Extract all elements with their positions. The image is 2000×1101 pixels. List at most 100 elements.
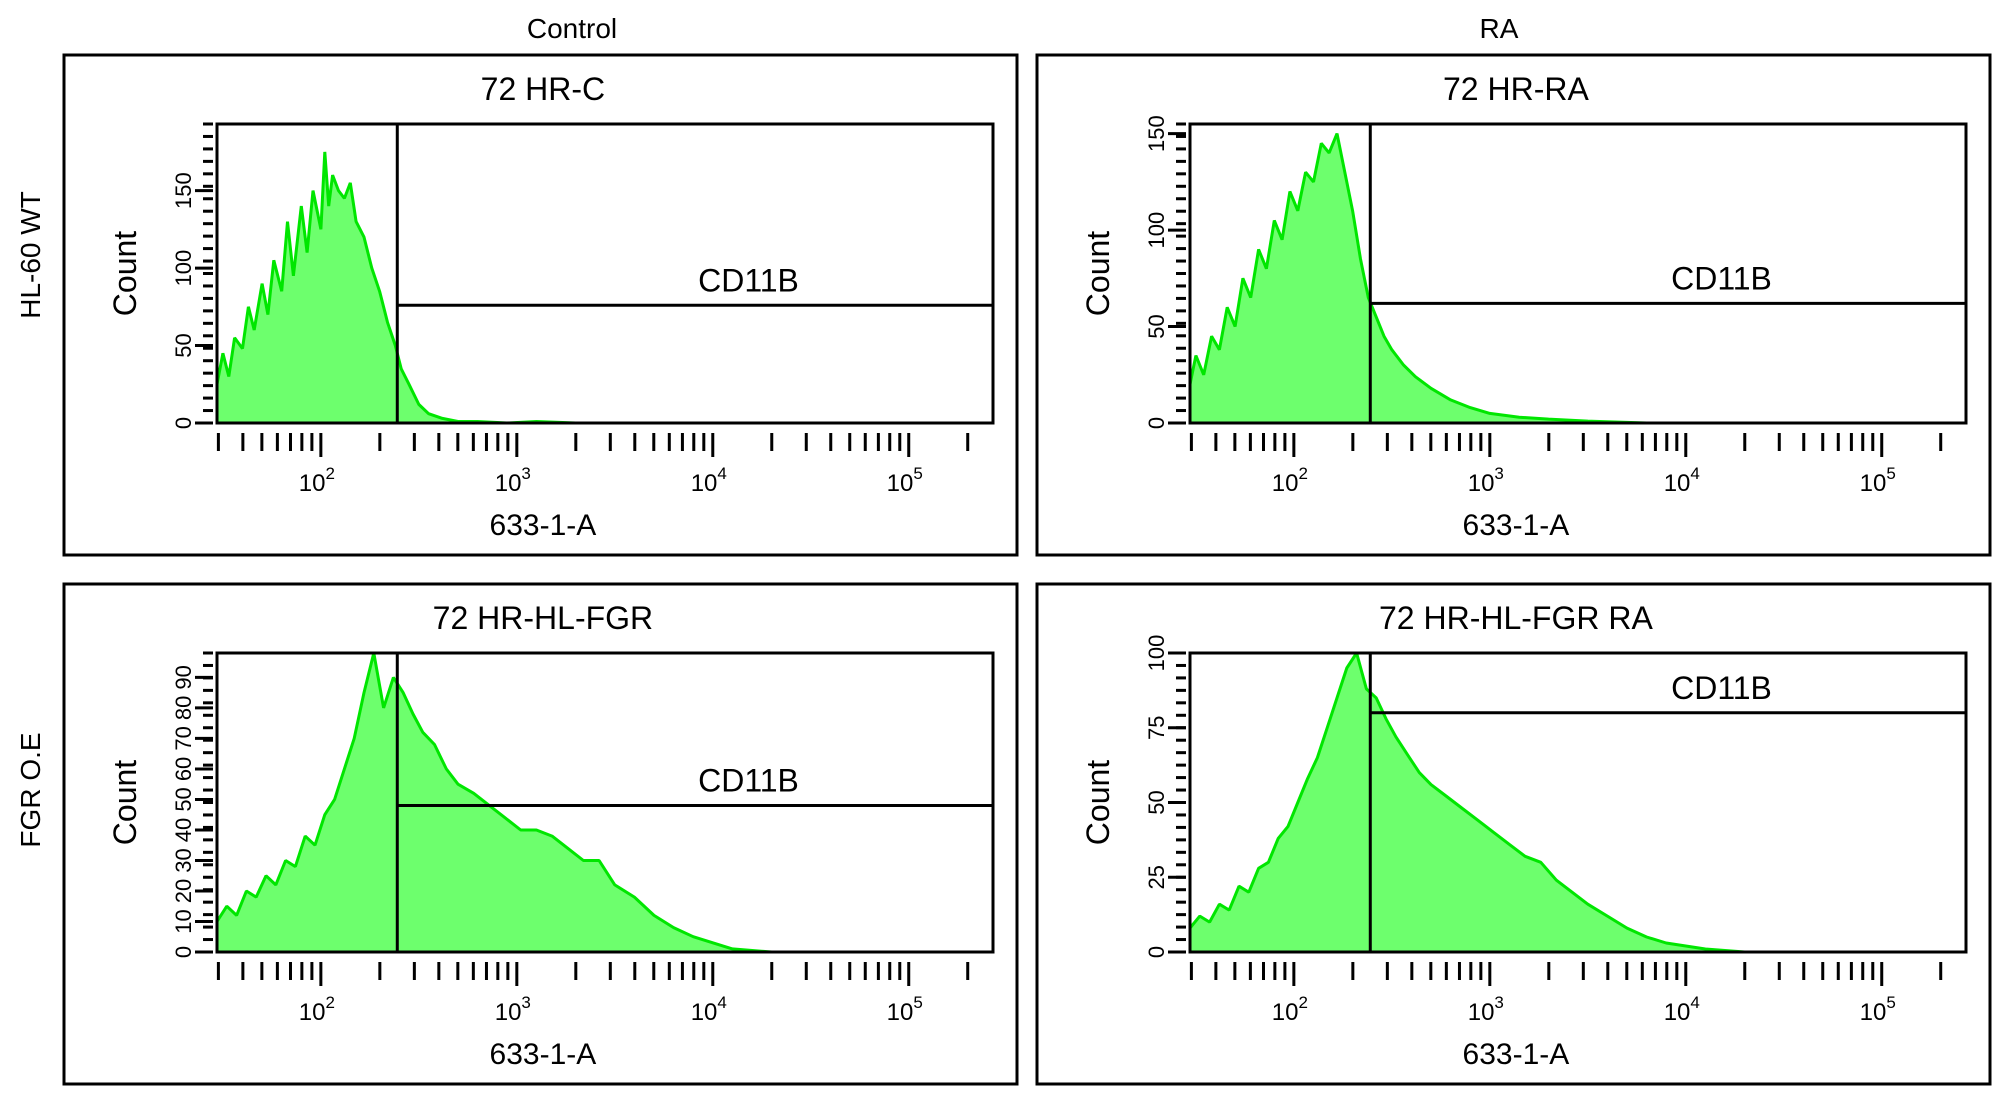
tick-exponent: 2	[1298, 464, 1307, 483]
tick-exponent: 4	[717, 993, 726, 1012]
x-axis-label: 633-1-A	[490, 509, 597, 542]
x-axis-label: 633-1-A	[1463, 1038, 1570, 1071]
x-tick-label: 103	[495, 993, 531, 1026]
tick-base: 10	[1664, 470, 1691, 497]
plot-frame	[215, 651, 995, 954]
x-axis-label: 633-1-A	[1463, 509, 1570, 542]
gate-label: CD11B	[698, 262, 799, 298]
y-tick-label: 0	[171, 946, 196, 958]
column-title-control: Control	[527, 13, 617, 44]
tick-base: 10	[1664, 999, 1691, 1026]
plot-frame	[1188, 122, 1968, 425]
y-tick-label: 50	[1144, 790, 1169, 814]
tick-base: 10	[1468, 470, 1495, 497]
tick-exponent: 4	[1690, 993, 1699, 1012]
row-title-fgr-oe: FGR O.E	[15, 732, 46, 847]
x-tick-label: 103	[495, 464, 531, 497]
y-tick-label: 150	[1144, 115, 1169, 152]
row-title-hl60-wt: HL-60 WT	[15, 191, 46, 319]
y-tick-label: 30	[171, 848, 196, 872]
tick-exponent: 5	[1886, 993, 1895, 1012]
tick-base: 10	[495, 999, 522, 1026]
x-tick-label: 105	[887, 993, 923, 1026]
tick-exponent: 2	[325, 464, 334, 483]
y-tick-label: 25	[1144, 865, 1169, 889]
x-axis-label: 633-1-A	[490, 1038, 597, 1071]
x-tick-label: 103	[1468, 464, 1504, 497]
x-tick-label: 102	[1272, 464, 1308, 497]
y-tick-label: 10	[171, 909, 196, 933]
y-tick-label: 20	[171, 879, 196, 903]
y-tick-label: 75	[1144, 716, 1169, 740]
tick-exponent: 3	[1494, 993, 1503, 1012]
tick-base: 10	[299, 470, 326, 497]
column-title-ra: RA	[1480, 13, 1519, 44]
y-tick-label: 60	[171, 757, 196, 781]
panel-frame	[62, 582, 1019, 1086]
tick-base: 10	[691, 470, 718, 497]
y-tick-label: 40	[171, 818, 196, 842]
tick-base: 10	[299, 999, 326, 1026]
histogram-area	[1188, 133, 1966, 425]
panel-frame	[1035, 582, 1992, 1086]
histogram-area	[1188, 652, 1966, 954]
tick-exponent: 2	[325, 993, 334, 1012]
tick-base: 10	[887, 999, 914, 1026]
y-tick-label: 50	[171, 333, 196, 357]
x-tick-label: 102	[299, 993, 335, 1026]
tick-exponent: 2	[1298, 993, 1307, 1012]
histogram-area	[215, 151, 993, 425]
y-axis-label: Count	[1080, 231, 1116, 317]
tick-base: 10	[1468, 999, 1495, 1026]
tick-exponent: 4	[717, 464, 726, 483]
x-tick-label: 102	[299, 464, 335, 497]
panel-frame	[1035, 53, 1992, 557]
x-tick-label: 103	[1468, 993, 1504, 1026]
tick-exponent: 5	[913, 464, 922, 483]
gate-label: CD11B	[1671, 670, 1772, 706]
y-axis-label: Count	[107, 760, 143, 846]
y-axis-label: Count	[1080, 760, 1116, 846]
tick-exponent: 3	[1494, 464, 1503, 483]
y-tick-label: 150	[171, 172, 196, 209]
y-tick-label: 50	[171, 787, 196, 811]
x-tick-label: 105	[887, 464, 923, 497]
tick-exponent: 5	[913, 993, 922, 1012]
y-tick-label: 100	[1144, 635, 1169, 672]
x-tick-label: 104	[1664, 993, 1700, 1026]
tick-exponent: 3	[521, 993, 530, 1012]
y-tick-label: 50	[1144, 314, 1169, 338]
y-tick-label: 80	[171, 696, 196, 720]
tick-exponent: 3	[521, 464, 530, 483]
plot-title: 72 HR-HL-FGR RA	[1379, 600, 1653, 636]
tick-base: 10	[691, 999, 718, 1026]
x-tick-label: 105	[1860, 993, 1896, 1026]
x-tick-label: 104	[691, 993, 727, 1026]
y-tick-label: 0	[1144, 417, 1169, 429]
x-tick-label: 104	[1664, 464, 1700, 497]
tick-base: 10	[1272, 999, 1299, 1026]
y-tick-label: 0	[1144, 946, 1169, 958]
x-tick-label: 104	[691, 464, 727, 497]
histogram-area	[215, 652, 993, 954]
tick-exponent: 5	[1886, 464, 1895, 483]
y-tick-label: 70	[171, 726, 196, 750]
y-tick-label: 0	[171, 417, 196, 429]
x-tick-label: 105	[1860, 464, 1896, 497]
y-axis-label: Count	[107, 231, 143, 317]
panel-frame	[62, 53, 1019, 557]
y-tick-label: 100	[171, 250, 196, 287]
tick-base: 10	[887, 470, 914, 497]
tick-base: 10	[1860, 470, 1887, 497]
plot-frame	[1188, 651, 1968, 954]
x-tick-label: 102	[1272, 993, 1308, 1026]
gate-label: CD11B	[1671, 260, 1772, 296]
gate-label: CD11B	[698, 763, 799, 799]
tick-base: 10	[1860, 999, 1887, 1026]
plot-frame	[215, 122, 995, 425]
